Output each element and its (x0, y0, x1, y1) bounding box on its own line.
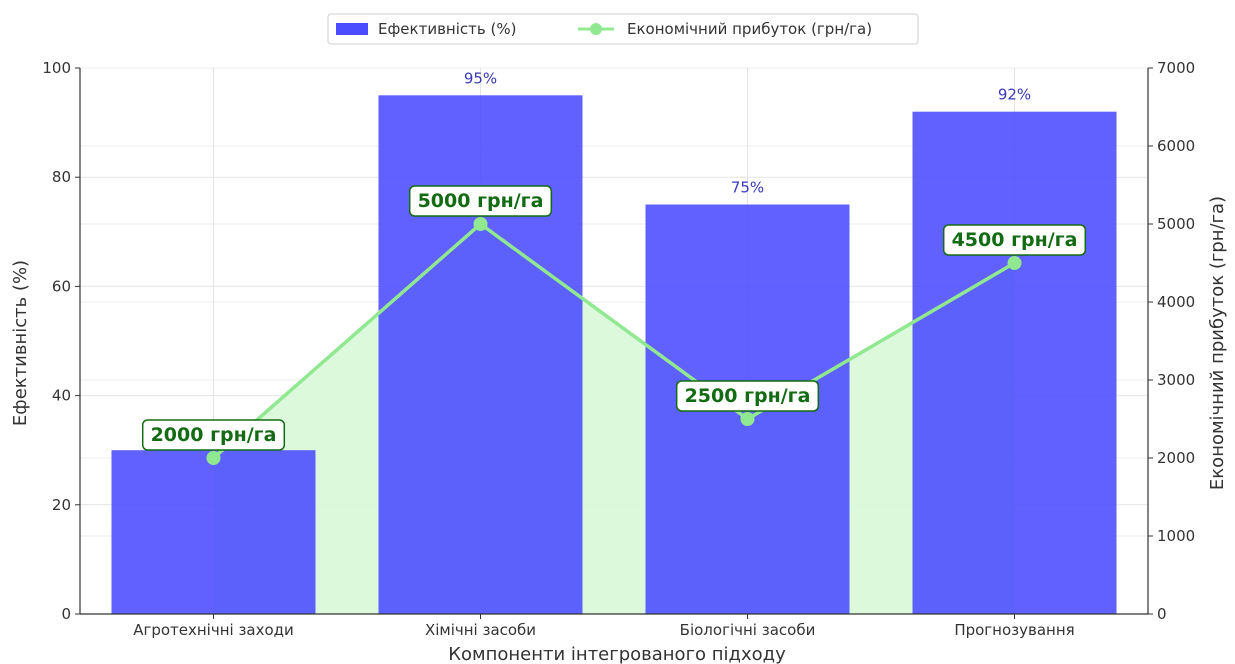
x-tick-label: Хімічні засоби (425, 621, 536, 639)
y2-tick-label: 5000 (1157, 215, 1195, 233)
profit-value-label: 2000 грн/га (151, 424, 277, 446)
y2-tick-label: 6000 (1157, 137, 1195, 155)
y2-axis-title: Економічний прибуток (грн/га) (1207, 196, 1228, 490)
profit-point (206, 451, 221, 465)
profit-callout-box (408, 185, 553, 217)
y-tick-label: 0 (61, 605, 71, 623)
y-tick-label: 20 (52, 496, 71, 514)
legend-frame (327, 13, 919, 45)
data-labels: 95% 75% 92% 2000 грн/га 5000 грн/га 2500 грн/… (141, 69, 1087, 451)
axes: 0204060801000100020003000400050006000700… (42, 59, 1195, 639)
y2-tick-label: 7000 (1157, 59, 1195, 77)
y-axis-title: Ефективність (%) (10, 260, 31, 426)
profit-line-series (206, 217, 1022, 465)
y-tick-label: 100 (42, 59, 71, 77)
x-tick-label: Агротехнічні заходи (133, 621, 294, 639)
x-axis-title: Компоненти інтегрованого підходу (448, 644, 786, 664)
y2-tick-label: 4000 (1157, 293, 1195, 311)
profit-point (473, 217, 488, 231)
y-tick-label: 60 (52, 277, 71, 295)
profit-area-fill (213, 224, 1015, 614)
legend-line-label: Економічний прибуток (грн/га) (627, 20, 872, 38)
profit-point (740, 412, 755, 426)
legend-bar-label: Ефективність (%) (378, 20, 516, 38)
x-tick-label: Біологічні засоби (680, 621, 816, 639)
legend-line-marker (590, 23, 602, 35)
y-tick-label: 80 (52, 168, 71, 186)
y-tick-label: 40 (52, 387, 71, 405)
profit-value-label: 5000 грн/га (418, 190, 544, 212)
profit-callout-box (675, 380, 820, 412)
profit-callout-box (942, 224, 1087, 256)
efficiency-bar (111, 450, 316, 614)
profit-line (212, 221, 1016, 460)
profit-area (213, 224, 1015, 614)
profit-point (1007, 256, 1022, 270)
legend-bar-swatch (336, 23, 368, 35)
y2-tick-label: 0 (1157, 605, 1167, 623)
efficiency-bar (912, 111, 1117, 615)
y2-tick-label: 3000 (1157, 371, 1195, 389)
efficiency-value-label: 95% (464, 69, 497, 87)
y2-tick-label: 2000 (1157, 449, 1195, 467)
x-tick-label: Прогнозування (954, 621, 1074, 639)
efficiency-bar (378, 95, 583, 615)
y2-tick-label: 1000 (1157, 527, 1195, 545)
profit-value-label: 2500 грн/га (685, 385, 811, 407)
efficiency-value-label: 92% (998, 86, 1031, 104)
profit-callout-box (141, 419, 286, 451)
legend: Ефективність (%) Економічний прибуток (г… (327, 13, 919, 45)
efficiency-value-label: 75% (731, 179, 764, 197)
profit-value-label: 4500 грн/га (952, 229, 1078, 251)
